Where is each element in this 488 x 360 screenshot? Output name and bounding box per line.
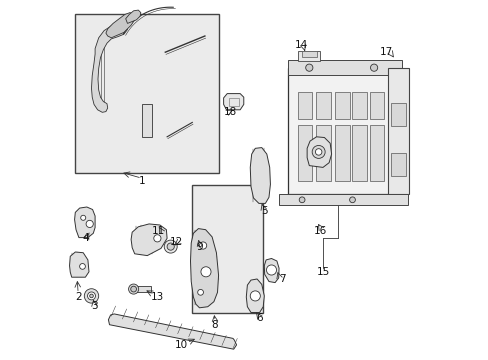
Bar xyxy=(390,103,405,126)
Polygon shape xyxy=(69,252,89,277)
Text: 17: 17 xyxy=(379,47,392,57)
Bar xyxy=(134,286,151,292)
Polygon shape xyxy=(91,24,127,112)
Text: 1: 1 xyxy=(138,176,145,186)
Circle shape xyxy=(197,289,203,295)
Circle shape xyxy=(128,284,139,294)
Bar xyxy=(352,125,366,181)
Text: 10: 10 xyxy=(175,340,188,350)
Text: 9: 9 xyxy=(196,242,203,252)
Bar xyxy=(302,51,316,57)
Bar xyxy=(335,125,349,181)
Polygon shape xyxy=(131,224,167,256)
Circle shape xyxy=(80,264,85,269)
Circle shape xyxy=(130,286,136,292)
Circle shape xyxy=(266,265,276,275)
Circle shape xyxy=(299,197,305,203)
Bar xyxy=(390,153,405,176)
Bar xyxy=(142,104,152,137)
Text: 14: 14 xyxy=(294,40,307,50)
Bar xyxy=(287,60,401,75)
Polygon shape xyxy=(223,94,244,110)
Circle shape xyxy=(164,240,177,253)
Text: 12: 12 xyxy=(169,237,183,247)
Circle shape xyxy=(199,242,206,249)
Polygon shape xyxy=(287,68,401,194)
Polygon shape xyxy=(108,314,236,349)
Circle shape xyxy=(370,64,377,71)
Circle shape xyxy=(87,292,95,300)
Polygon shape xyxy=(190,229,218,308)
Text: 13: 13 xyxy=(150,292,163,302)
Circle shape xyxy=(250,291,260,301)
Polygon shape xyxy=(246,279,264,312)
Bar xyxy=(316,92,330,119)
Circle shape xyxy=(167,243,174,250)
Circle shape xyxy=(89,294,93,298)
Text: 16: 16 xyxy=(314,226,327,236)
Text: 5: 5 xyxy=(261,206,267,216)
Polygon shape xyxy=(387,68,408,194)
Circle shape xyxy=(315,149,321,155)
Polygon shape xyxy=(264,258,279,283)
Polygon shape xyxy=(250,148,270,203)
Polygon shape xyxy=(75,207,95,238)
Text: 18: 18 xyxy=(223,107,236,117)
Text: 7: 7 xyxy=(279,274,285,284)
Bar xyxy=(278,194,407,205)
Bar xyxy=(369,125,384,181)
Polygon shape xyxy=(106,13,134,38)
Bar xyxy=(352,92,366,119)
Circle shape xyxy=(201,267,211,277)
Bar xyxy=(297,92,311,119)
Bar xyxy=(316,125,330,181)
Bar xyxy=(228,98,238,106)
Circle shape xyxy=(311,145,325,158)
Text: 15: 15 xyxy=(316,267,329,277)
Circle shape xyxy=(305,64,312,71)
Bar xyxy=(75,14,219,173)
Text: 11: 11 xyxy=(152,226,165,236)
Circle shape xyxy=(81,215,85,220)
Text: 8: 8 xyxy=(211,320,218,330)
Polygon shape xyxy=(125,10,141,23)
Text: 6: 6 xyxy=(256,312,263,323)
Circle shape xyxy=(84,289,99,303)
Bar xyxy=(335,92,349,119)
Bar xyxy=(297,125,311,181)
Circle shape xyxy=(349,197,355,203)
Bar xyxy=(192,185,262,313)
Bar xyxy=(297,51,320,61)
Polygon shape xyxy=(306,137,331,167)
Text: 4: 4 xyxy=(82,233,89,243)
Text: 2: 2 xyxy=(75,292,81,302)
Bar xyxy=(369,92,384,119)
Circle shape xyxy=(86,220,93,228)
Circle shape xyxy=(153,235,161,242)
Text: 3: 3 xyxy=(90,301,97,311)
